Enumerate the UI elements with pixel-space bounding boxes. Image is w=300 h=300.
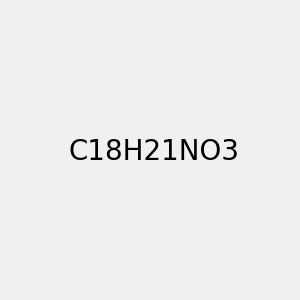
Text: C18H21NO3: C18H21NO3: [68, 137, 239, 166]
